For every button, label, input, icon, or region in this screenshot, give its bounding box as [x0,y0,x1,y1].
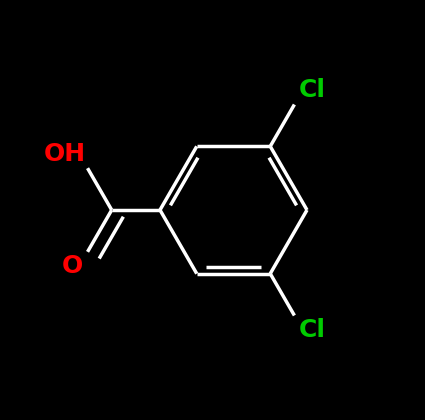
Text: Cl: Cl [299,318,326,341]
Text: O: O [62,254,83,278]
Text: Cl: Cl [299,79,326,102]
Text: OH: OH [43,142,85,166]
